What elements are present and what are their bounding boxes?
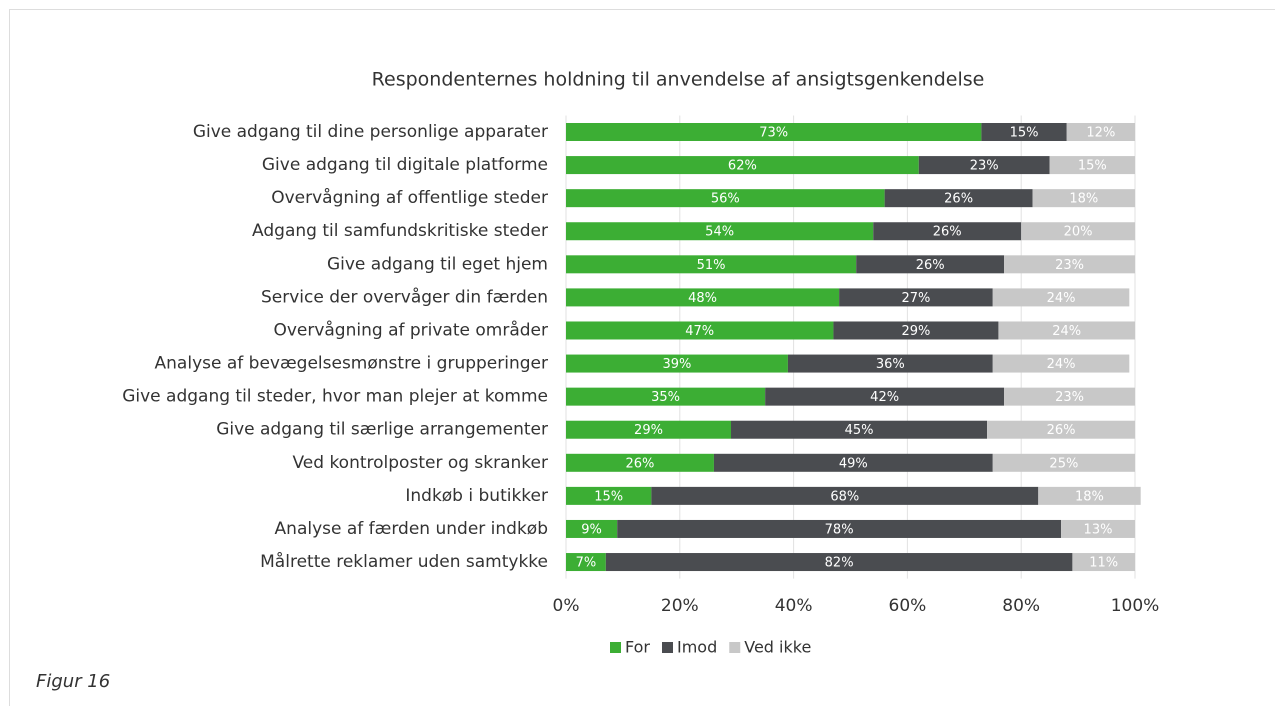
y-tick-label: Analyse af bevægelsesmønstre i grupperin… [155, 354, 548, 374]
x-tick-label: 20% [661, 596, 699, 616]
legend-swatch [662, 642, 673, 653]
data-label: 15% [594, 489, 623, 504]
data-label: 51% [697, 258, 726, 273]
data-label: 62% [728, 159, 757, 174]
data-label: 15% [1078, 159, 1107, 174]
data-label: 26% [933, 225, 962, 240]
data-label: 23% [1055, 258, 1084, 273]
data-label: 18% [1069, 192, 1098, 207]
data-label: 26% [916, 258, 945, 273]
y-tick-label: Give adgang til særlige arrangementer [216, 420, 548, 440]
y-tick-label: Overvågning af offentlige steder [271, 187, 548, 208]
legend-label: Imod [677, 638, 717, 657]
x-tick-label: 100% [1111, 596, 1160, 616]
y-tick-label: Give adgang til eget hjem [327, 254, 548, 274]
data-label: 82% [825, 556, 854, 571]
x-tick-label: 60% [889, 596, 927, 616]
legend-label: Ved ikke [744, 638, 811, 657]
data-label: 23% [1055, 390, 1084, 405]
data-label: 24% [1047, 291, 1076, 306]
data-label: 45% [845, 423, 874, 438]
y-tick-label: Give adgang til dine personlige apparate… [193, 122, 548, 142]
data-label: 26% [1047, 423, 1076, 438]
data-label: 12% [1086, 126, 1115, 141]
data-label: 56% [711, 192, 740, 207]
data-label: 24% [1047, 357, 1076, 372]
caption: Figur 16 [36, 671, 110, 692]
data-label: 15% [1010, 126, 1039, 141]
y-tick-label: Ved kontrolposter og skranker [292, 453, 548, 473]
data-label: 47% [685, 324, 714, 339]
data-label: 7% [576, 556, 597, 571]
data-label: 48% [688, 291, 717, 306]
data-label: 27% [901, 291, 930, 306]
data-label: 42% [870, 390, 899, 405]
data-label: 35% [651, 390, 680, 405]
data-label: 24% [1052, 324, 1081, 339]
data-label: 78% [825, 522, 854, 537]
data-label: 11% [1089, 556, 1118, 571]
data-label: 54% [705, 225, 734, 240]
legend-swatch [610, 642, 621, 653]
data-label: 68% [830, 489, 859, 504]
y-tick-label: Service der overvåger din færden [261, 286, 548, 307]
data-label: 73% [759, 126, 788, 141]
chart-title: Respondenternes holdning til anvendelse … [372, 69, 985, 91]
data-label: 36% [876, 357, 905, 372]
x-tick-label: 40% [775, 596, 813, 616]
y-tick-label: Overvågning af private områder [273, 319, 548, 340]
y-tick-label: Analyse af færden under indkøb [275, 519, 548, 539]
x-tick-label: 0% [553, 596, 580, 616]
data-label: 23% [970, 159, 999, 174]
data-label: 13% [1084, 522, 1113, 537]
data-label: 26% [626, 456, 655, 471]
data-label: 9% [581, 522, 602, 537]
data-label: 26% [944, 192, 973, 207]
x-tick-label: 80% [1002, 596, 1040, 616]
y-tick-label: Indkøb i butikker [405, 486, 548, 506]
y-tick-label: Adgang til samfundskritiske steder [252, 221, 548, 241]
data-label: 25% [1049, 456, 1078, 471]
data-label: 49% [839, 456, 868, 471]
legend-label: For [625, 638, 650, 657]
data-label: 29% [634, 423, 663, 438]
y-tick-label: Give adgang til steder, hvor man plejer … [122, 387, 548, 407]
data-label: 29% [901, 324, 930, 339]
data-label: 39% [663, 357, 692, 372]
data-label: 20% [1064, 225, 1093, 240]
y-tick-label: Målrette reklamer uden samtykke [260, 551, 548, 572]
legend-swatch [729, 642, 740, 653]
y-tick-label: Give adgang til digitale platforme [262, 155, 548, 175]
data-label: 18% [1075, 489, 1104, 504]
